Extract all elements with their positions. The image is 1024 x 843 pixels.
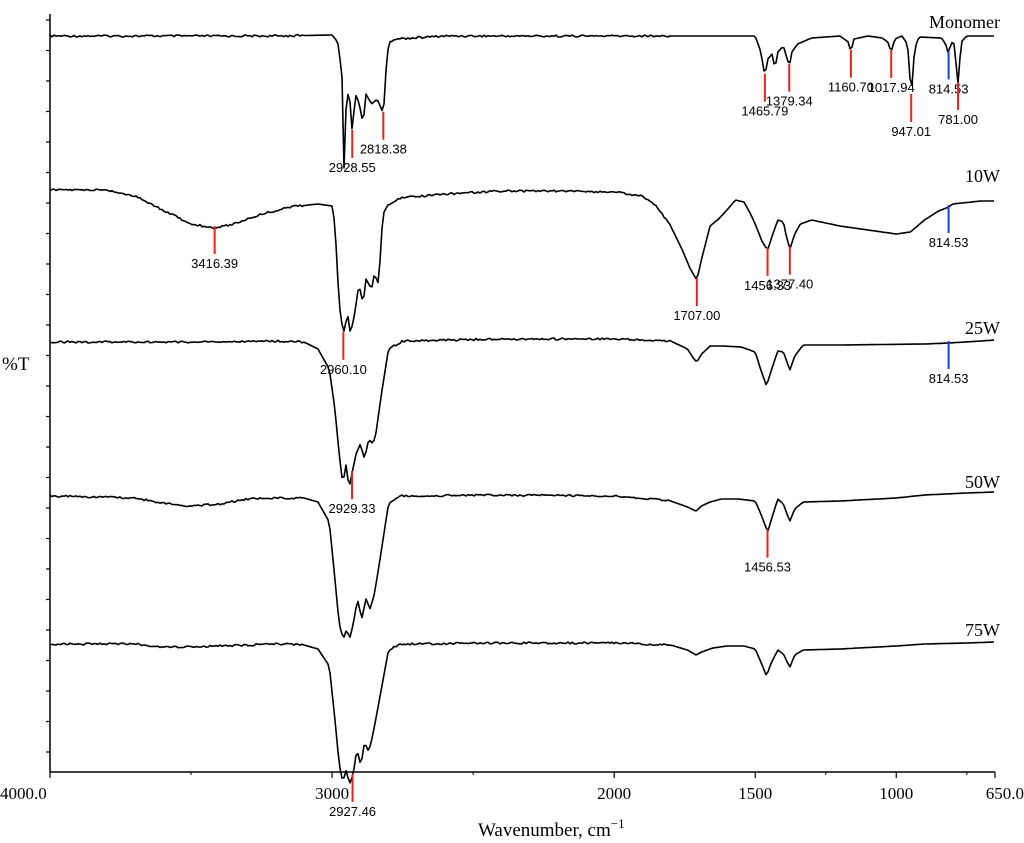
peak-label: 1456.33 [744, 278, 791, 293]
spectrum-line-10w [49, 188, 994, 332]
peak-label: 1377.40 [766, 277, 813, 292]
series-label: Monomer [929, 12, 1000, 32]
peak-label: 2927.46 [329, 804, 376, 819]
y-axis-label: %T [2, 354, 30, 375]
series-label: 75W [965, 620, 1000, 640]
peak-label: 814.53 [929, 371, 969, 386]
series-label: 25W [965, 318, 1000, 338]
spectrum-line-75w [49, 641, 995, 784]
peak-label: 947.01 [891, 124, 931, 139]
peak-label: 814.53 [929, 235, 969, 250]
peak-label: 781.00 [938, 112, 978, 127]
spectrum-line-25w [50, 337, 995, 485]
x-tick-label: 4000.0 [0, 784, 47, 803]
peak-label: 2928.55 [329, 160, 376, 175]
peak-label: 1379.34 [766, 94, 813, 109]
peak-label: 3416.39 [191, 256, 238, 271]
series-label: 10W [965, 166, 1000, 186]
x-tick-label: 650.0 [986, 784, 1024, 803]
x-tick-label: 1500 [738, 784, 772, 803]
spectrum-line-50w [49, 491, 995, 639]
x-axis-label-superscript: −1 [611, 816, 625, 831]
x-tick-label: 3000 [315, 784, 349, 803]
peak-label: 1707.00 [673, 308, 720, 323]
x-tick-label: 1000 [879, 784, 913, 803]
x-axis-label: Wavenumber, cm−1 [478, 816, 625, 841]
peak-label: 2960.10 [320, 362, 367, 377]
peak-label: 814.53 [929, 81, 969, 96]
peak-label: 1465.79 [741, 104, 788, 119]
peak-label: 2929.33 [329, 501, 376, 516]
spectrum-line-monomer [49, 33, 994, 169]
x-tick-label: 2000 [597, 784, 631, 803]
axes: 4000.0 3000 2000 1500 1000 650.0 [0, 14, 1024, 803]
spectra-layer: Monomer 10W 25W 50W 75W [49, 12, 1000, 784]
peak-label: 1160.70 [828, 80, 874, 95]
peak-label: 1456.53 [744, 560, 791, 575]
x-axis-label-text: Wavenumber, cm [478, 820, 611, 841]
peak-label: 1017.94 [868, 80, 915, 95]
peak-label: 2818.38 [360, 142, 407, 157]
series-label: 50W [965, 472, 1000, 492]
